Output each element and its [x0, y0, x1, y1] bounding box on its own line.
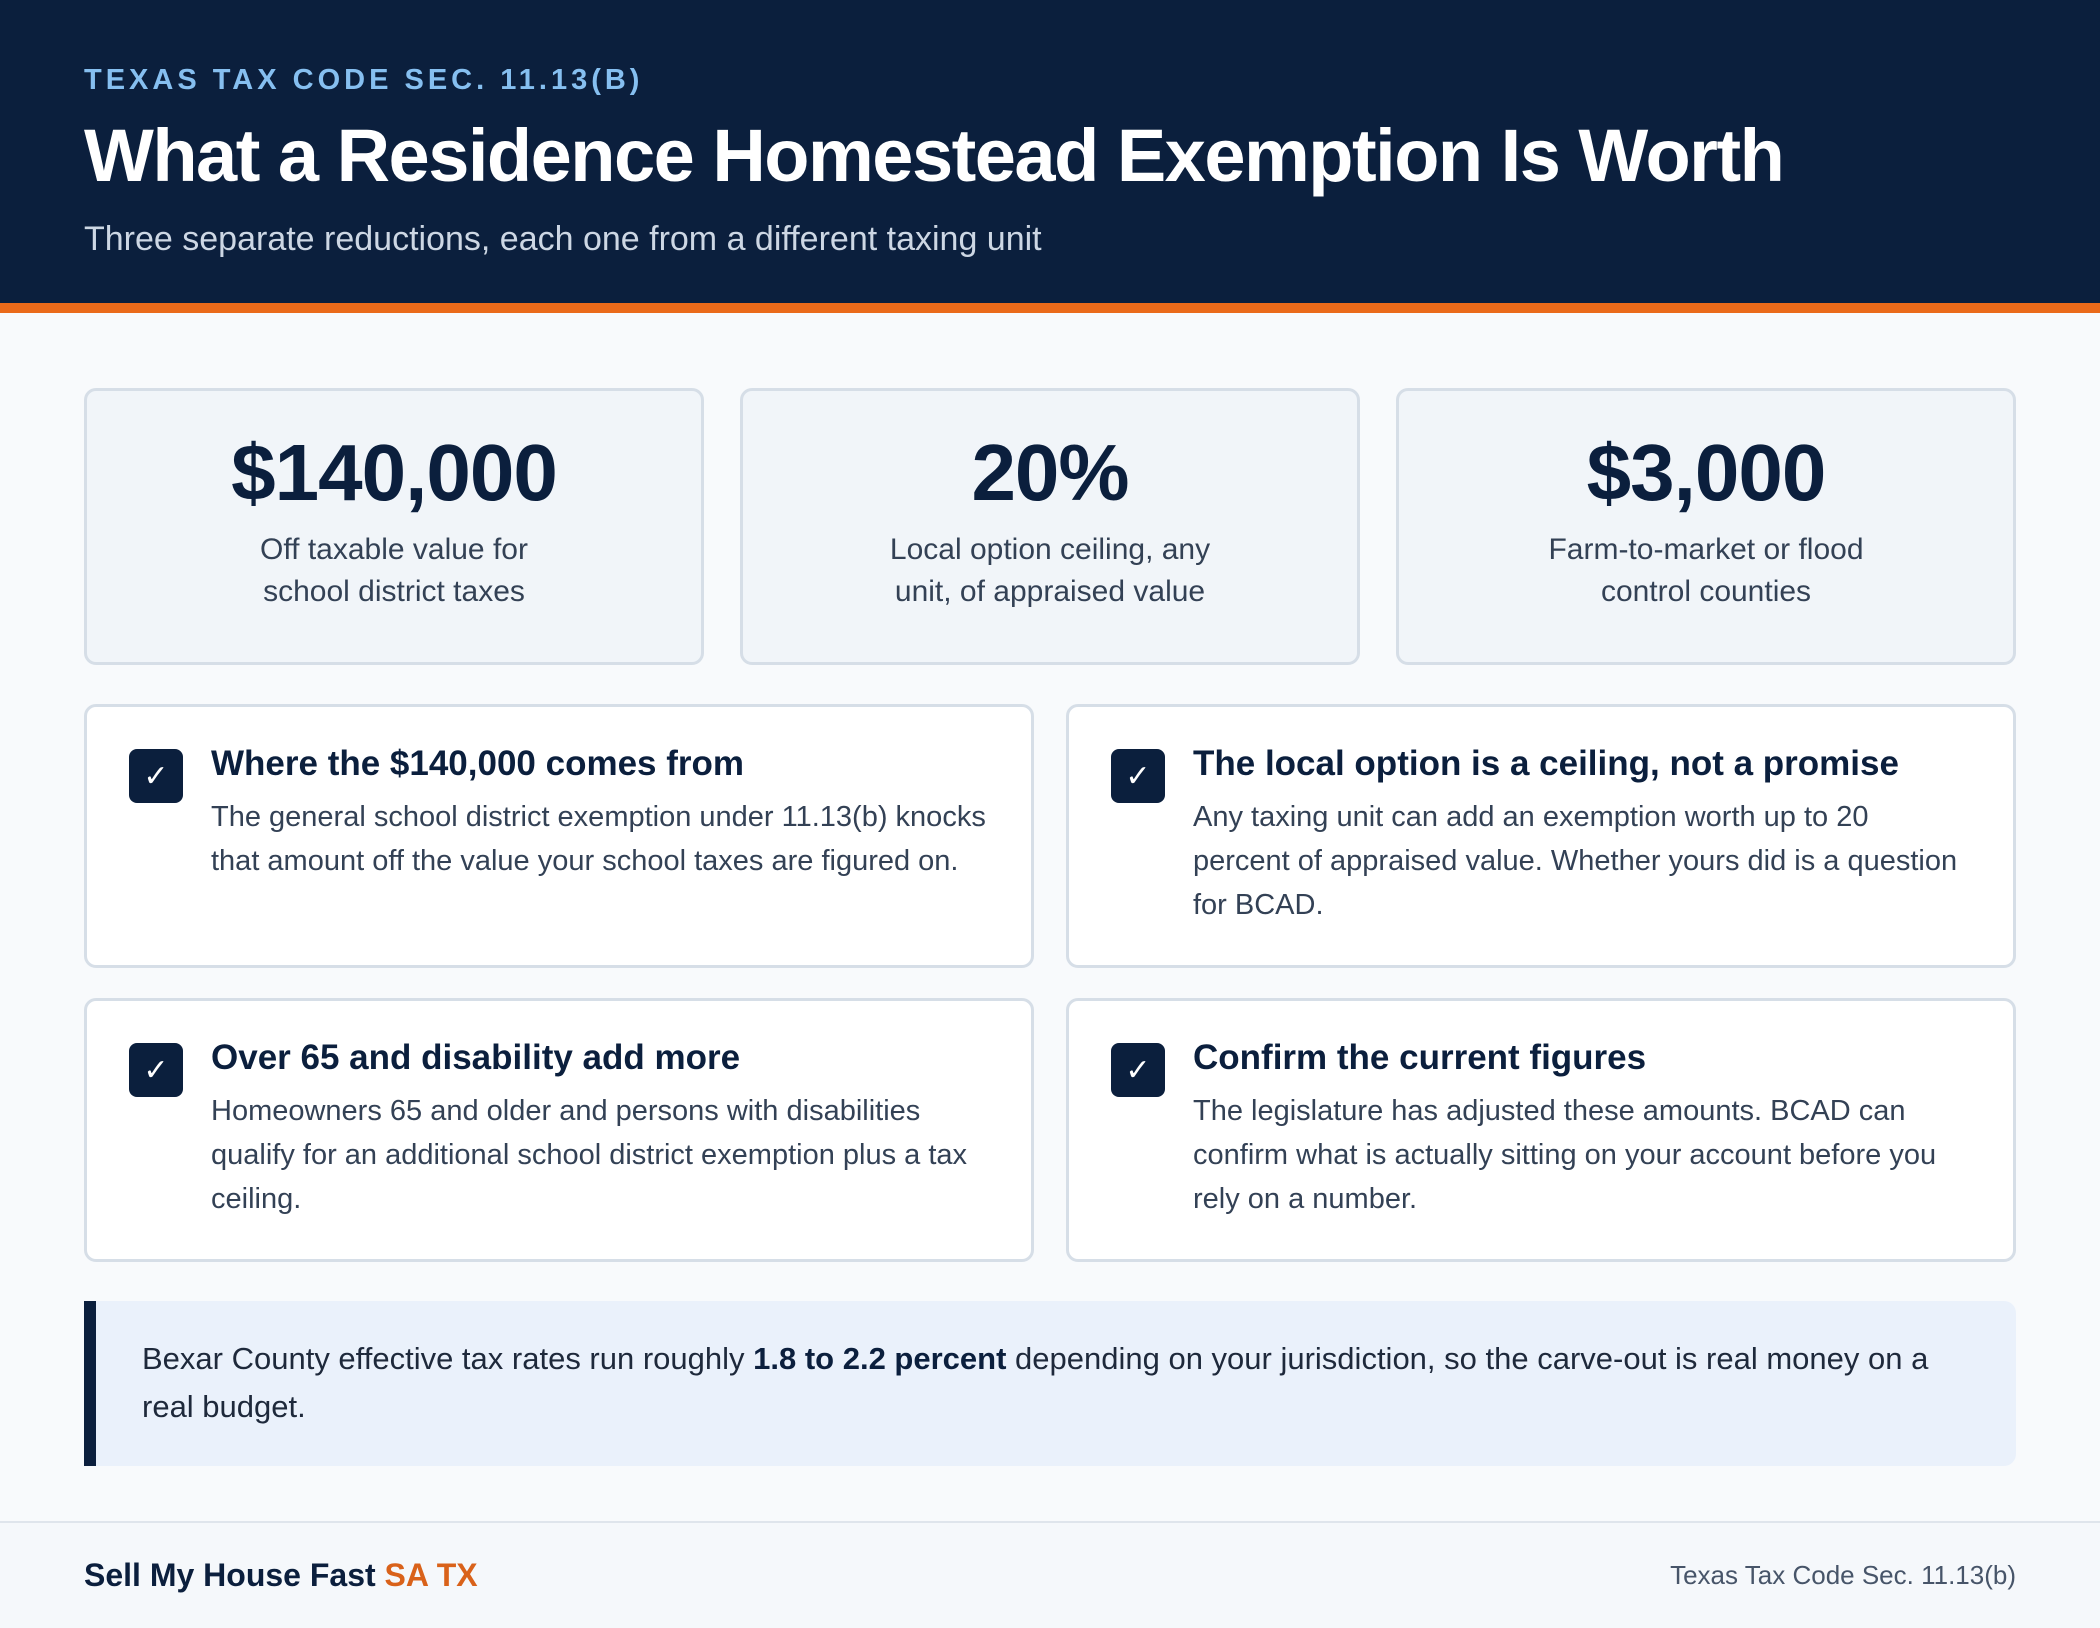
stat-label: Farm-to-market or flood control counties — [1548, 533, 1864, 608]
tax-rate-callout: Bexar County effective tax rates run rou… — [84, 1301, 2016, 1466]
footer: Sell My House Fast SA TX Texas Tax Code … — [0, 1521, 2100, 1628]
page-subtitle: Three separate reductions, each one from… — [84, 220, 1042, 259]
brand-logo-text: Sell My House Fast SA TX — [84, 1557, 478, 1594]
stat-card-school: $140,000 Off taxable value for school di… — [84, 388, 704, 665]
checkmark-icon: ✓ — [1111, 1043, 1165, 1097]
header-banner: TEXAS TAX CODE SEC. 11.13(B) What a Resi… — [0, 0, 2100, 313]
callout-emphasis: 1.8 to 2.2 percent — [753, 1341, 1007, 1376]
checkmark-icon: ✓ — [129, 1043, 183, 1097]
stat-value: 20% — [971, 428, 1129, 517]
callout-text-before: Bexar County effective tax rates run rou… — [142, 1341, 754, 1376]
eyebrow-label: TEXAS TAX CODE SEC. 11.13(B) — [84, 64, 644, 96]
info-card-title: The local option is a ceiling, not a pro… — [1193, 744, 1899, 783]
stat-card-local-option: 20% Local option ceiling, any unit, of a… — [740, 388, 1360, 665]
info-card-body: Homeowners 65 and older and persons with… — [211, 1095, 968, 1215]
callout-text-after: depending on your jurisdiction, so the c… — [142, 1341, 1929, 1424]
stat-card-county: $3,000 Farm-to-market or flood control c… — [1396, 388, 2016, 665]
info-card-school-exemption: ✓ Where the $140,000 comes from The gene… — [84, 704, 1034, 968]
info-card-body: The general school district exemption un… — [211, 801, 986, 877]
brand-accent: SA TX — [384, 1557, 478, 1593]
stat-value: $140,000 — [231, 428, 558, 517]
footer-reference: Texas Tax Code Sec. 11.13(b) — [1670, 1560, 2016, 1590]
info-card-local-option: ✓ The local option is a ceiling, not a p… — [1066, 704, 2016, 968]
checkmark-icon: ✓ — [129, 749, 183, 803]
info-cards-grid: ✓ Where the $140,000 comes from The gene… — [84, 704, 2016, 1262]
info-card-over-65: ✓ Over 65 and disability add more Homeow… — [84, 998, 1034, 1262]
stat-label: Local option ceiling, any unit, of appra… — [889, 533, 1211, 608]
info-card-title: Confirm the current figures — [1193, 1038, 1647, 1077]
info-card-title: Over 65 and disability add more — [211, 1038, 741, 1077]
stat-label: Off taxable value for school district ta… — [260, 533, 528, 608]
info-card-confirm-figures: ✓ Confirm the current figures The legisl… — [1066, 998, 2016, 1262]
info-card-body: The legislature has adjusted these amoun… — [1193, 1095, 1937, 1215]
stat-cards-row: $140,000 Off taxable value for school di… — [84, 388, 2016, 665]
page-title: What a Residence Homestead Exemption Is … — [84, 114, 1785, 197]
checkmark-icon: ✓ — [1111, 749, 1165, 803]
stat-value: $3,000 — [1586, 428, 1827, 517]
brand-name: Sell My House Fast — [84, 1557, 385, 1593]
info-card-title: Where the $140,000 comes from — [211, 744, 745, 783]
info-card-body: Any taxing unit can add an exemption wor… — [1193, 801, 1958, 921]
